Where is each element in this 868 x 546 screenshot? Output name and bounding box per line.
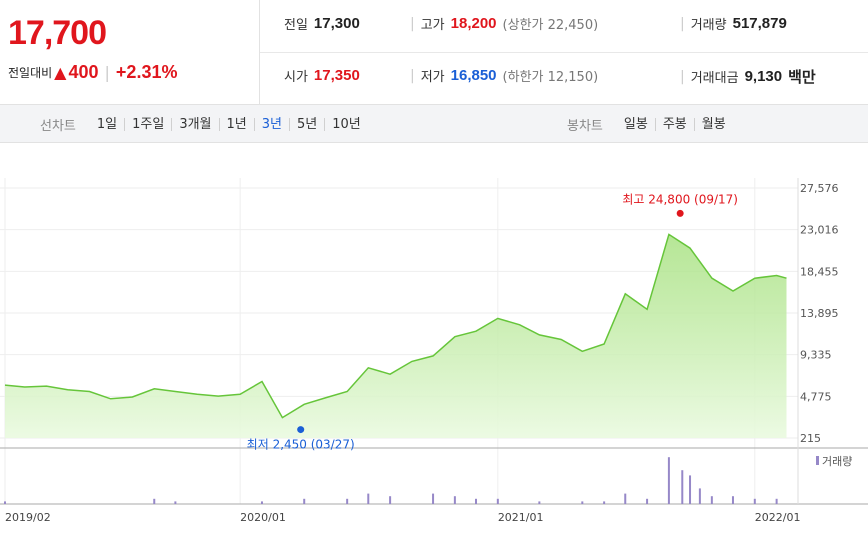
low-marker: [297, 426, 305, 434]
volume-bar: [667, 457, 670, 504]
stat-volume: | 거래량 517,879: [680, 15, 787, 33]
y-tick-label: 27,576: [800, 182, 839, 195]
volume-bar: [581, 501, 584, 504]
y-tick-label: 4,775: [800, 390, 832, 403]
volume-bar: [603, 501, 606, 504]
tab-1y[interactable]: 1년: [218, 117, 254, 131]
tab-10y[interactable]: 10년: [324, 117, 368, 131]
chart-tabs: 선차트 1일 1주일 3개월 1년 3년 5년 10년 봉차트 일봉 주봉 월봉: [0, 105, 868, 143]
change-value: 400: [68, 62, 99, 82]
volume-bar: [174, 501, 177, 504]
volume-bar: [303, 498, 306, 504]
quote-stats: 전일 17,300 | 고가 18,200 (상한가 22,450) | 거래량…: [260, 0, 868, 104]
stat-open: 시가 17,350: [284, 67, 360, 85]
candle-chart-tabs: 봉차트 일봉 주봉 월봉: [567, 105, 733, 143]
change-label: 전일대비: [8, 66, 53, 80]
volume-bar: [496, 498, 499, 504]
y-tick-label: 9,335: [800, 349, 832, 362]
price-box: 17,700 전일대비 ▲ 400 | +2.31%: [0, 0, 260, 104]
y-tick-label: 23,016: [800, 224, 839, 237]
volume-bar: [153, 498, 156, 504]
candle-chart-label: 봉차트: [567, 118, 603, 134]
tab-3y[interactable]: 3년: [253, 117, 289, 131]
up-arrow-icon: ▲: [54, 63, 67, 82]
y-tick-label: 13,895: [800, 307, 839, 320]
volume-bar: [646, 498, 649, 504]
volume-legend-label: 거래량: [822, 455, 852, 468]
price-area: [5, 234, 787, 438]
volume-bar: [681, 470, 684, 504]
tab-3m[interactable]: 3개월: [171, 117, 218, 131]
tab-1w[interactable]: 1주일: [124, 117, 171, 131]
quote-header: 17,700 전일대비 ▲ 400 | +2.31% 전일 17,300 | 고…: [0, 0, 868, 105]
change-rate: +2.31%: [115, 62, 178, 82]
price-line: [4, 233, 787, 419]
line-chart-tabs: 선차트 1일 1주일 3개월 1년 3년 5년 10년: [40, 105, 368, 143]
volume-bar: [538, 501, 541, 504]
volume-bar: [731, 496, 734, 504]
volume-bar: [624, 493, 627, 504]
x-tick-label: 2022/01: [755, 511, 801, 524]
divider: |: [104, 63, 110, 82]
low-annotation: 최저 2,450 (03/27): [247, 438, 355, 452]
x-tick-label: 2020/01: [240, 511, 286, 524]
volume-bar: [753, 498, 756, 504]
volume-bar: [698, 488, 701, 504]
stat-low: | 저가 16,850 (하한가 12,150): [410, 67, 599, 85]
volume-bar: [453, 496, 456, 504]
volume-bar: [4, 501, 6, 504]
y-tick-label: 18,455: [800, 265, 839, 278]
volume-bar: [346, 498, 349, 504]
price-change: 전일대비 ▲ 400 | +2.31%: [8, 62, 177, 83]
price-chart: 27,576 23,016 18,455 13,895 9,335 4,775 215 201…: [0, 143, 868, 542]
volume-bar: [260, 501, 263, 504]
stat-high: | 고가 18,200 (상한가 22,450): [410, 15, 599, 33]
tab-daily[interactable]: 일봉: [623, 116, 648, 132]
stats-divider: [260, 52, 868, 53]
tab-weekly[interactable]: 주봉: [654, 117, 694, 131]
stat-prev: 전일 17,300: [284, 15, 360, 33]
volume-bar: [432, 493, 435, 504]
volume-bar: [367, 493, 370, 504]
x-tick-label: 2019/02: [5, 511, 51, 524]
x-tick-label: 2021/01: [498, 511, 544, 524]
line-chart-label: 선차트: [40, 118, 76, 134]
price-chart-svg: 27,576 23,016 18,455 13,895 9,335 4,775 215 201…: [0, 178, 868, 524]
volume-bar: [689, 475, 692, 504]
high-annotation: 최고 24,800 (09/17): [622, 192, 738, 206]
high-marker: [676, 209, 684, 217]
volume-bar: [710, 496, 713, 504]
volume-bar: [389, 496, 392, 504]
current-price: 17,700: [8, 14, 107, 52]
y-tick-label: 215: [800, 432, 821, 445]
volume-bar: [475, 498, 477, 504]
tab-5y[interactable]: 5년: [289, 117, 324, 131]
tab-1d[interactable]: 1일: [96, 116, 118, 132]
volume-legend-swatch: [816, 456, 819, 465]
tab-monthly[interactable]: 월봉: [693, 117, 733, 131]
volume-bar: [775, 498, 778, 504]
stat-amount: | 거래대금 9,130 백만: [680, 68, 816, 86]
